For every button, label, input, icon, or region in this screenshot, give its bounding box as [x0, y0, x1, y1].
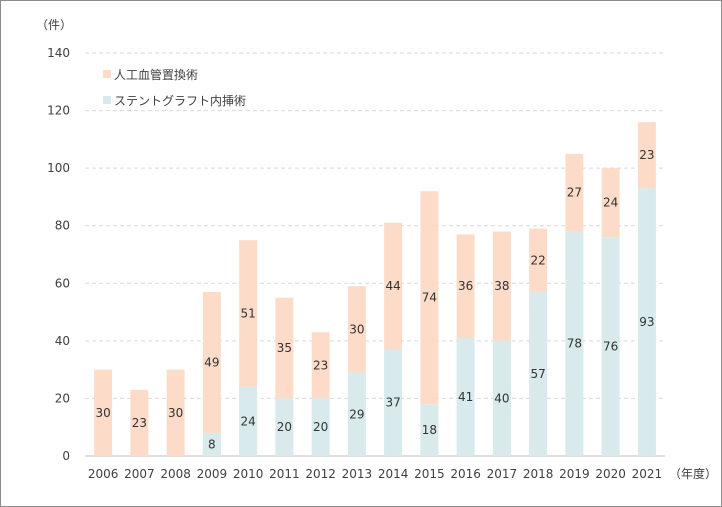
y-tick-label: 80 [55, 219, 70, 233]
data-label: 37 [385, 396, 400, 410]
bar-graft-replacement [239, 240, 258, 387]
data-label: 49 [204, 355, 219, 369]
bar-stent-graft [492, 340, 511, 456]
data-label: 57 [530, 367, 545, 381]
bar-graft-replacement [166, 369, 185, 456]
bar-graft-replacement [311, 332, 330, 399]
legend-swatch-graft-replacement [103, 70, 111, 78]
bar-graft-replacement [275, 297, 294, 399]
y-tick-label: 100 [47, 161, 70, 175]
x-tick-label: 2012 [305, 467, 336, 481]
y-tick-label: 0 [62, 449, 70, 463]
x-tick-label: 2008 [160, 467, 191, 481]
x-tick-label: 2019 [559, 467, 590, 481]
bar-graft-replacement [637, 122, 656, 189]
x-tick-label: 2020 [595, 467, 626, 481]
data-labels: 30 23 30 8 49 24 51 20 35 20 23 29 30 37 44 18 74 41 36 40 3… [95, 148, 654, 451]
data-label: 20 [277, 420, 292, 434]
data-label: 30 [168, 406, 183, 420]
bar-stent-graft [239, 386, 258, 456]
bar-stent-graft [565, 231, 584, 456]
bar-stent-graft [275, 398, 294, 456]
data-label: 22 [530, 253, 545, 267]
bar-stent-graft [347, 372, 366, 456]
data-label: 40 [494, 391, 509, 405]
data-label: 27 [567, 186, 582, 200]
data-label: 74 [422, 291, 437, 305]
data-label: 44 [385, 279, 400, 293]
x-tick-label: 2007 [124, 467, 155, 481]
data-label: 41 [458, 390, 473, 404]
data-label: 38 [494, 279, 509, 293]
bars [94, 122, 656, 457]
data-label: 23 [313, 358, 328, 372]
x-tick-label: 2006 [88, 467, 119, 481]
bar-stent-graft [420, 404, 439, 456]
bar-graft-replacement [94, 369, 113, 456]
x-tick-label: 2016 [450, 467, 481, 481]
data-label: 93 [639, 315, 654, 329]
bar-graft-replacement [565, 153, 584, 232]
y-tick-label: 60 [55, 276, 70, 290]
x-tick-label: 2017 [487, 467, 518, 481]
data-label: 23 [639, 148, 654, 162]
x-tick-label: 2021 [632, 467, 663, 481]
bar-stent-graft [202, 432, 221, 456]
legend-label-stent-graft: ステントグラフト内挿術 [114, 94, 246, 108]
bar-stent-graft [456, 337, 475, 456]
data-label: 51 [240, 307, 255, 321]
bar-graft-replacement [601, 168, 620, 238]
bar-graft-replacement [529, 228, 548, 292]
bar-graft-replacement [347, 286, 366, 373]
legend-swatch-stent-graft [103, 96, 111, 104]
y-tick-label: 120 [47, 104, 70, 118]
bar-graft-replacement [420, 191, 439, 405]
x-tick-label: 2014 [378, 467, 409, 481]
bar-stent-graft [384, 349, 403, 456]
data-label: 78 [567, 337, 582, 351]
data-label: 24 [603, 196, 618, 210]
x-tick-label: 2018 [523, 467, 554, 481]
x-tick-label: 2010 [233, 467, 264, 481]
y-tick-label: 20 [55, 391, 70, 405]
bar-graft-replacement [384, 222, 403, 350]
bar-graft-replacement [202, 291, 221, 433]
x-tick-label: 2009 [197, 467, 228, 481]
data-label: 18 [422, 423, 437, 437]
y-unit-label: （件） [36, 18, 72, 32]
bar-stent-graft [601, 237, 620, 456]
y-tick-label: 40 [55, 334, 70, 348]
x-tick-label: 2013 [342, 467, 373, 481]
bar-stent-graft [637, 188, 656, 457]
data-label: 29 [349, 407, 364, 421]
data-label: 30 [349, 322, 364, 336]
bar-graft-replacement [130, 389, 149, 456]
axis-ticks: 0 20 40 60 80 100 120 140 2006 2007 2008 2009 2010 20… [47, 46, 662, 481]
data-label: 35 [277, 341, 292, 355]
x-tick-label: 2015 [414, 467, 445, 481]
data-label: 20 [313, 420, 328, 434]
legend-label-graft-replacement: 人工血管置換術 [114, 67, 198, 82]
legend: 人工血管置換術 ステントグラフト内挿術 [103, 67, 246, 108]
data-label: 30 [95, 406, 110, 420]
data-label: 8 [208, 437, 216, 451]
data-label: 76 [603, 340, 618, 354]
x-tick-label: 2011 [269, 467, 300, 481]
bar-stent-graft [311, 398, 330, 456]
bar-graft-replacement [492, 231, 511, 341]
x-unit-label: （年度） [669, 466, 717, 481]
bar-stent-graft [529, 291, 548, 456]
data-label: 23 [132, 416, 147, 430]
data-label: 24 [240, 414, 255, 428]
y-tick-label: 140 [47, 46, 70, 60]
data-label: 36 [458, 279, 473, 293]
bar-graft-replacement [456, 234, 475, 338]
